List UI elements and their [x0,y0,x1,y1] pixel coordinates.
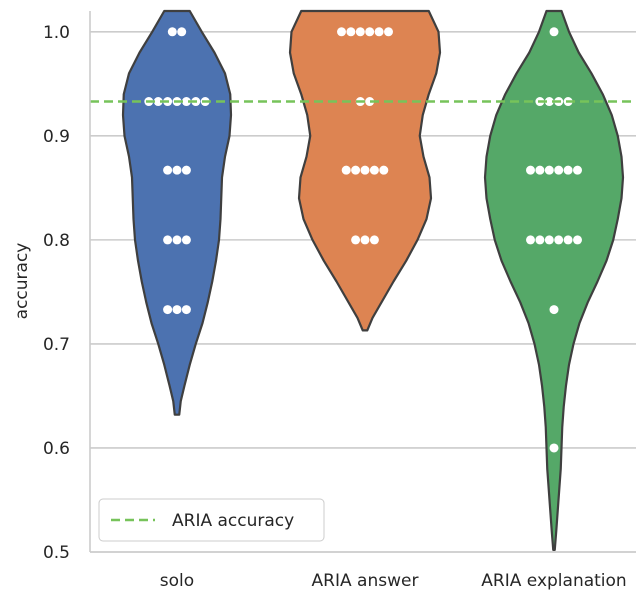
data-point [535,165,545,175]
data-point [554,235,564,245]
x-tick-label: solo [160,571,194,591]
data-point [172,235,182,245]
data-point [554,165,564,175]
data-point [535,235,545,245]
y-tick-label: 0.5 [43,543,70,563]
y-axis-title: accuracy [12,243,32,320]
data-point [369,235,379,245]
data-point [341,165,351,175]
data-point [360,165,370,175]
data-point [526,235,535,245]
data-point [365,27,375,37]
data-point [346,27,356,37]
data-point [167,27,177,37]
data-point [544,235,554,245]
legend-box [98,498,325,542]
legend-label: ARIA accuracy [172,511,294,531]
data-point [181,305,191,315]
data-point [573,165,582,175]
legend: ARIA accuracy [98,498,325,542]
axes: 0.5 0.6 0.7 0.8 0.9 1.0 solo ARIA answer ARIA ex… [43,11,636,591]
data-point [563,235,573,245]
data-point [172,165,182,175]
data-point [177,27,187,37]
data-point [153,97,163,107]
data-point [337,27,346,37]
y-tick-label: 0.8 [43,231,70,251]
data-point [573,235,582,245]
data-point [544,97,554,107]
data-point [181,235,191,245]
data-point [374,27,384,37]
data-point [549,443,559,453]
data-point [181,165,191,175]
data-point [181,97,191,107]
data-point [163,165,173,175]
data-point [360,235,370,245]
y-tick-label: 0.7 [43,335,70,355]
data-point [549,305,559,315]
data-point [351,165,361,175]
data-point [365,97,375,107]
data-point [549,27,559,37]
data-point [355,27,365,37]
y-tick-label: 0.6 [43,439,70,459]
x-tick-label: ARIA answer [312,571,419,591]
data-point [563,165,573,175]
data-point [172,305,182,315]
data-point [384,27,393,37]
data-point [526,165,535,175]
data-point [379,165,389,175]
violin-body [121,9,233,416]
violins [121,9,625,552]
data-point [351,235,361,245]
data-point [163,305,173,315]
data-point [544,165,554,175]
data-point [163,235,173,245]
violin-body [483,9,625,552]
y-tick-label: 1.0 [43,23,70,43]
x-tick-label: ARIA explanation [481,571,626,591]
data-point [369,165,379,175]
y-tick-label: 0.9 [43,127,70,147]
